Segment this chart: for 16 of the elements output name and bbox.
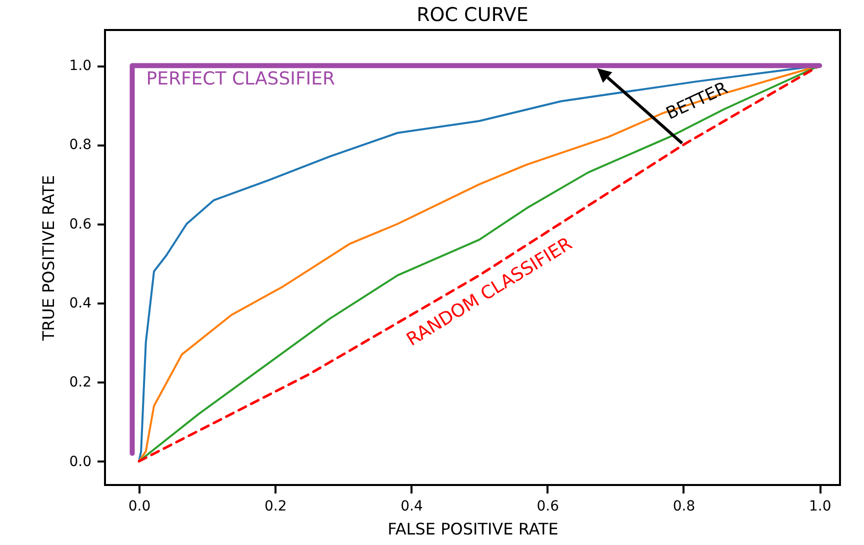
y-tick-label: 0.4	[69, 296, 92, 312]
x-tick-label: 0.0	[128, 498, 151, 514]
chart-title: ROC CURVE	[416, 4, 528, 26]
x-tick-label: 0.6	[536, 498, 560, 514]
x-tick-label: 0.4	[400, 498, 423, 514]
y-tick-label: 0.0	[69, 454, 92, 470]
series-label: PERFECT CLASSIFIER	[146, 68, 336, 90]
y-tick-label: 0.2	[69, 374, 92, 391]
y-tick-label: 1.0	[69, 58, 92, 74]
x-tick-label: 1.0	[808, 498, 832, 514]
x-tick-label: 0.2	[264, 498, 287, 514]
y-tick-label: 0.8	[69, 137, 92, 154]
y-axis-title: TRUE POSITIVE RATE	[39, 175, 58, 342]
x-tick-label: 0.8	[672, 498, 696, 514]
y-tick-label: 0.6	[69, 216, 92, 232]
x-axis-title: FALSE POSITIVE RATE	[388, 520, 558, 538]
